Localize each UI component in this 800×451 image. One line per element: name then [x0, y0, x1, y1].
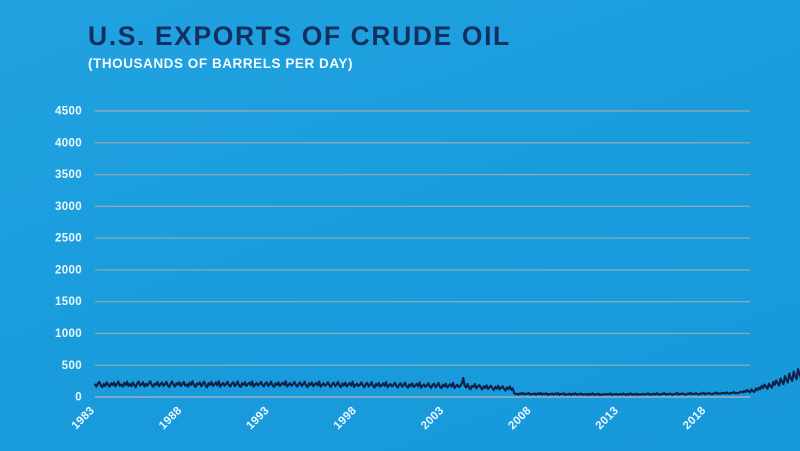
page-title: U.S. EXPORTS OF CRUDE OIL — [88, 21, 511, 51]
x-axis-tick-labels: 1983 1988 1993 1998 2003 2008 2013 2018 — [70, 404, 709, 432]
y-axis-tick-label: 3000 — [55, 201, 82, 213]
x-axis-tick-label: 1998 — [332, 404, 360, 432]
y-axis-tick-labels: 0 500 1000 1500 2000 2500 3000 3500 4000 4500 — [55, 106, 82, 404]
chart-header: U.S. EXPORTS OF CRUDE OIL (THOUSANDS OF … — [88, 21, 748, 72]
y-axis-tick-label: 1500 — [55, 296, 82, 308]
data-series-group — [93, 368, 800, 397]
x-axis-tick-label: 2003 — [419, 405, 446, 432]
y-axis-tick-label: 3500 — [55, 169, 82, 181]
y-axis-tick-label: 500 — [62, 360, 82, 372]
data-series-line — [93, 368, 800, 397]
x-axis-tick-label: 1983 — [70, 405, 97, 432]
x-axis-tick-label: 2018 — [681, 404, 709, 432]
y-axis-tick-label: 4000 — [55, 137, 82, 149]
x-axis-tick-label: 2008 — [506, 404, 534, 432]
gridlines — [95, 110, 750, 398]
x-axis-tick-label: 1993 — [244, 405, 271, 432]
x-axis-tick-label: 1988 — [157, 404, 185, 432]
y-axis-tick-label: 4500 — [55, 106, 82, 118]
y-axis-tick-label: 0 — [75, 392, 82, 404]
y-axis-tick-label: 2500 — [55, 233, 82, 245]
y-axis-tick-label: 2000 — [55, 264, 82, 276]
y-axis-tick-label: 1000 — [55, 328, 82, 340]
x-axis-tick-label: 2013 — [594, 405, 621, 432]
chart-subtitle: (THOUSANDS OF BARRELS PER DAY) — [88, 55, 354, 71]
